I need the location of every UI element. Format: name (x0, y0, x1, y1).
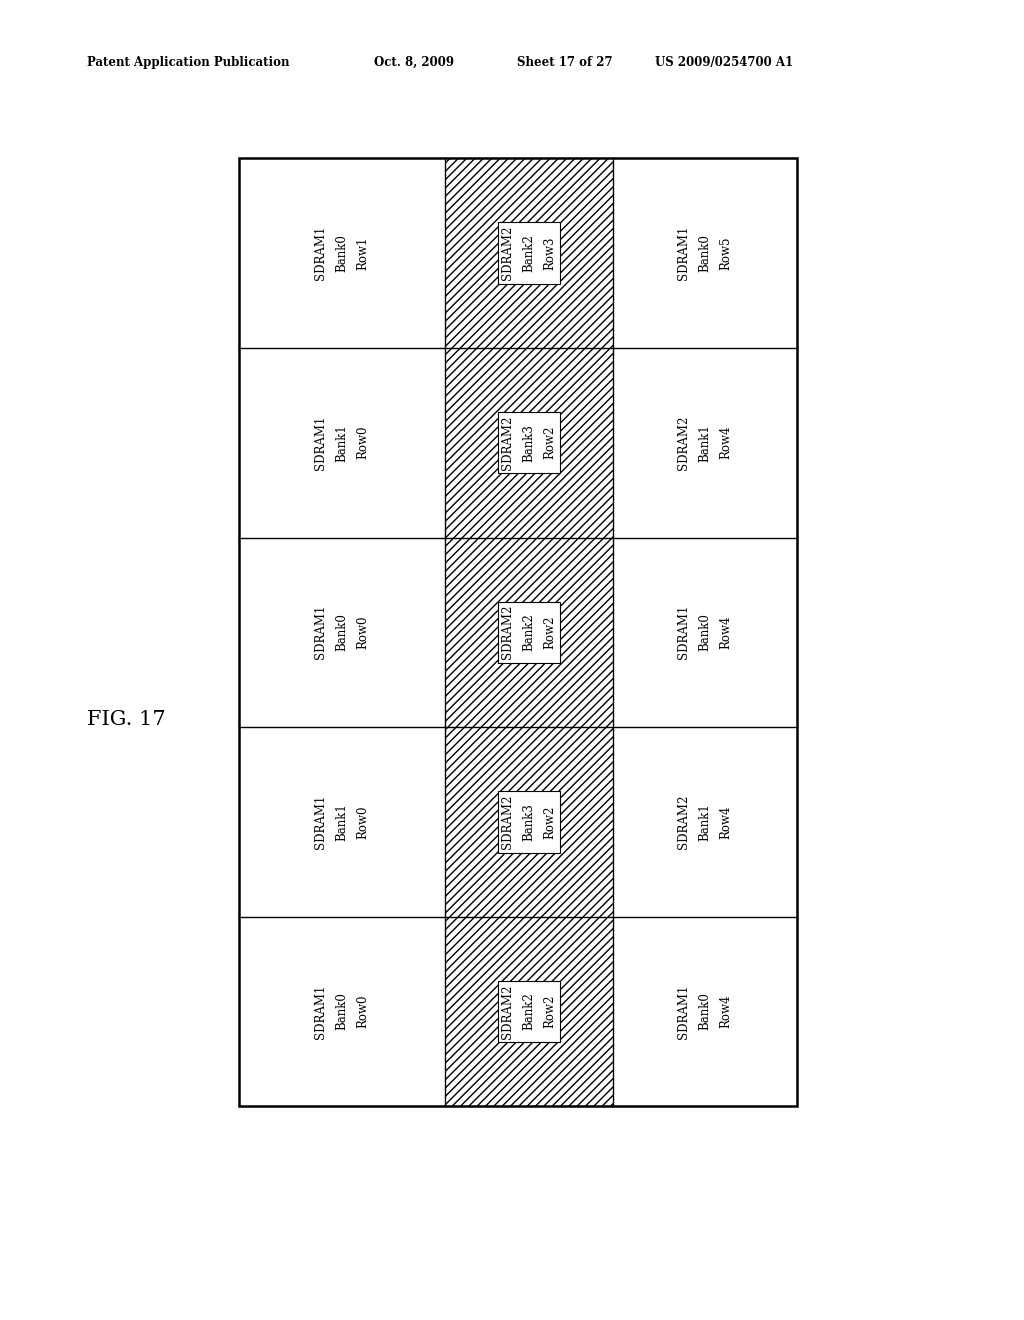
Bar (445, 537, 612, 727)
Text: SDRAM2
Bank2
Row2: SDRAM2 Bank2 Row2 (502, 985, 556, 1039)
Bar (612, 727, 797, 916)
Bar (239, 158, 445, 348)
Text: SDRAM2
Bank1
Row4: SDRAM2 Bank1 Row4 (677, 416, 732, 470)
Text: Oct. 8, 2009: Oct. 8, 2009 (374, 55, 454, 69)
Bar (612, 348, 797, 537)
Bar (239, 727, 445, 916)
Bar (612, 537, 797, 727)
Text: Sheet 17 of 27: Sheet 17 of 27 (517, 55, 612, 69)
Text: SDRAM2
Bank2
Row2: SDRAM2 Bank2 Row2 (502, 605, 556, 660)
Bar (239, 537, 445, 727)
Text: SDRAM1
Bank0
Row1: SDRAM1 Bank0 Row1 (314, 226, 370, 280)
Text: SDRAM1
Bank0
Row0: SDRAM1 Bank0 Row0 (314, 985, 370, 1039)
Text: SDRAM1
Bank0
Row4: SDRAM1 Bank0 Row4 (677, 985, 732, 1039)
Text: SDRAM1
Bank0
Row0: SDRAM1 Bank0 Row0 (314, 605, 370, 660)
Text: Patent Application Publication: Patent Application Publication (87, 55, 290, 69)
Text: SDRAM2
Bank1
Row4: SDRAM2 Bank1 Row4 (677, 795, 732, 849)
Text: SDRAM2
Bank2
Row3: SDRAM2 Bank2 Row3 (502, 226, 556, 280)
Text: SDRAM1
Bank0
Row5: SDRAM1 Bank0 Row5 (677, 226, 732, 280)
Text: US 2009/0254700 A1: US 2009/0254700 A1 (655, 55, 794, 69)
Text: SDRAM2
Bank3
Row2: SDRAM2 Bank3 Row2 (502, 795, 556, 849)
Bar (612, 158, 797, 348)
Bar (239, 158, 797, 1106)
Text: SDRAM1
Bank1
Row0: SDRAM1 Bank1 Row0 (314, 416, 370, 470)
Bar (445, 158, 612, 348)
Bar (239, 348, 445, 537)
Bar (445, 727, 612, 916)
Bar (612, 916, 797, 1106)
Bar (445, 348, 612, 537)
Bar (445, 916, 612, 1106)
Text: SDRAM1
Bank0
Row4: SDRAM1 Bank0 Row4 (677, 605, 732, 660)
Text: FIG. 17: FIG. 17 (87, 710, 166, 729)
Text: SDRAM1
Bank1
Row0: SDRAM1 Bank1 Row0 (314, 795, 370, 849)
Bar (239, 916, 445, 1106)
Text: SDRAM2
Bank3
Row2: SDRAM2 Bank3 Row2 (502, 416, 556, 470)
